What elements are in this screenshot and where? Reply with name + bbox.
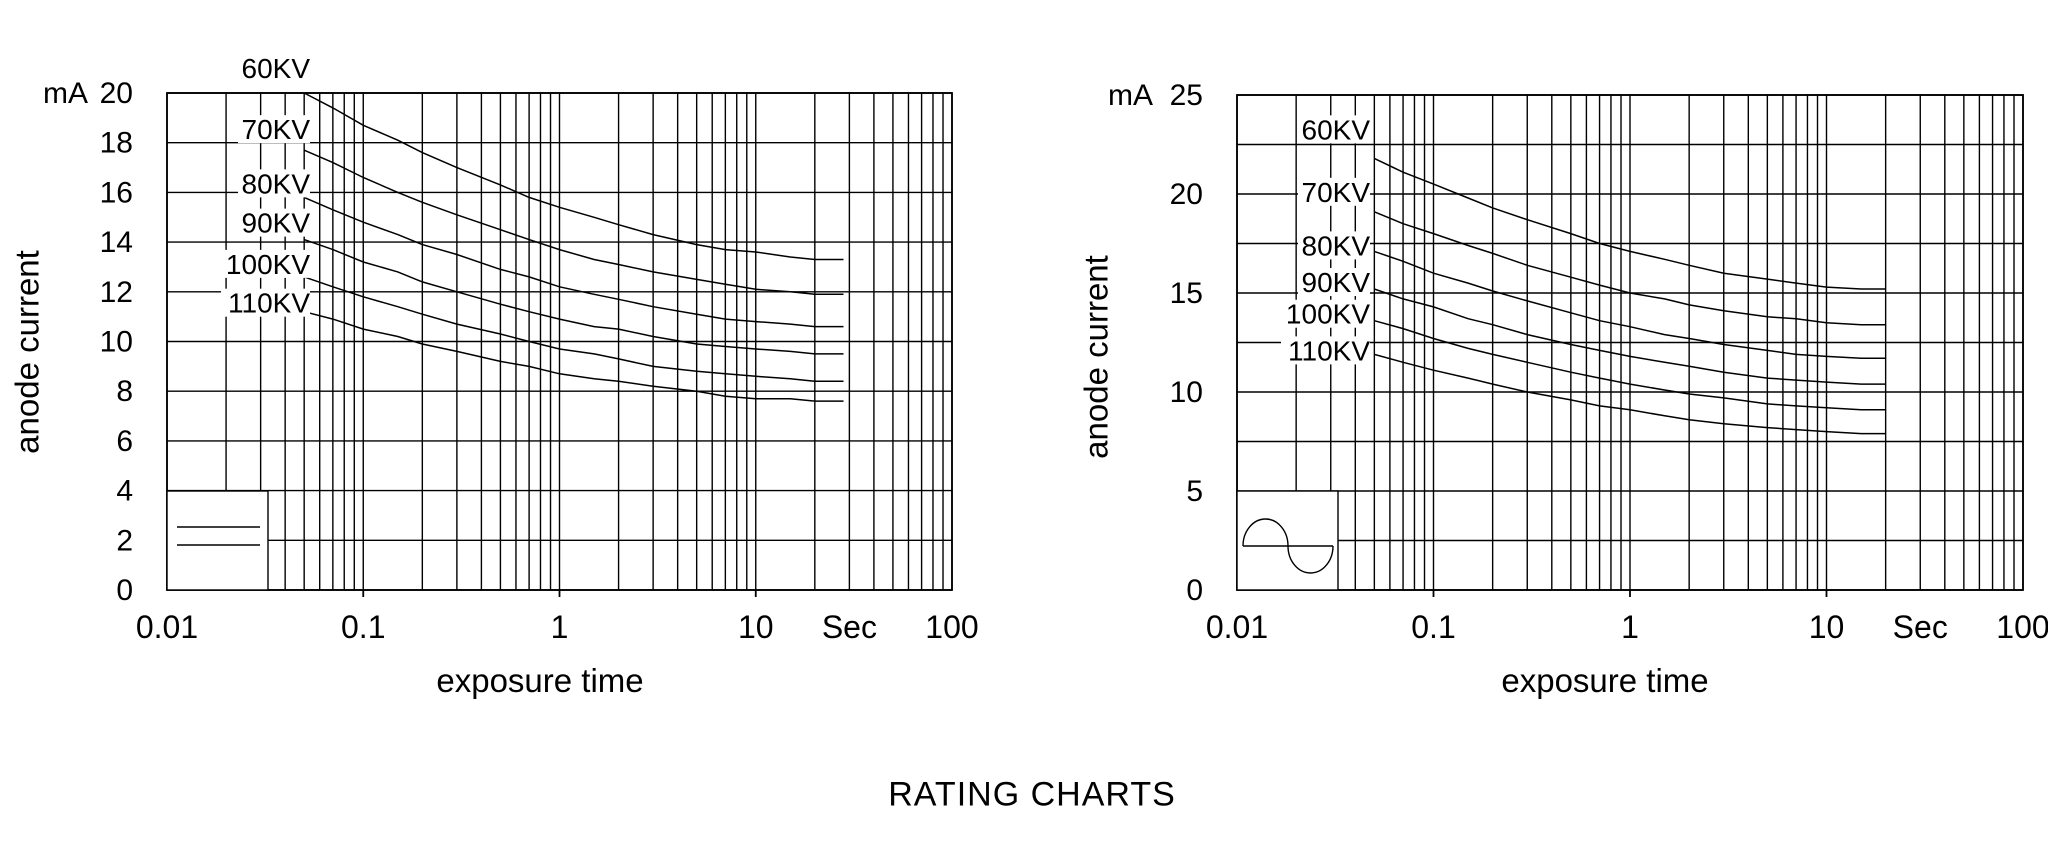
- curve-label-bg: [238, 169, 310, 198]
- y-axis-label: anode current: [9, 250, 46, 454]
- y-tick-label: 10: [100, 326, 133, 359]
- curve-label-bg: [1281, 336, 1370, 365]
- curve-60kv: [303, 92, 844, 261]
- x-tick-label: 100: [1996, 609, 2048, 645]
- curve-100kv: [303, 276, 844, 383]
- x-axis-tick-labels: 0.01 0.1 1 10 100 Sec: [136, 609, 979, 645]
- curve-70kv: [303, 149, 844, 296]
- rating-chart-dc: 60KV 70KV 80KV 90KV 100KV 110KV 0 2 4 6 8 10 12 14 16 1…: [9, 53, 979, 699]
- y-tick-label: 25: [1170, 79, 1203, 112]
- curve-100kv: [1374, 319, 1886, 411]
- x-axis-ticks: [1432, 590, 1828, 597]
- y-tick-label: 20: [100, 77, 133, 110]
- y-unit-label: mA: [43, 77, 88, 110]
- y-tick-label: 20: [1170, 178, 1203, 211]
- y-tick-label: 18: [100, 127, 133, 160]
- y-tick-label: 5: [1186, 475, 1203, 508]
- curve-90kv: [1374, 288, 1886, 385]
- curve-label-80kv: 80KV: [242, 168, 311, 199]
- y-tick-label: 14: [100, 226, 133, 259]
- x-axis-label: exposure time: [1501, 662, 1708, 699]
- curve-label-90kv: 90KV: [242, 208, 311, 239]
- curve-110kv: [1374, 353, 1886, 435]
- curve-110kv: [304, 310, 844, 402]
- x-tick-label: 0.1: [341, 609, 385, 645]
- curve-80kv: [303, 196, 844, 328]
- x-axis-ticks: [362, 590, 757, 597]
- curve-label-bg: [1281, 299, 1370, 328]
- curve-label-70kv: 70KV: [1302, 177, 1371, 208]
- y-tick-label: 0: [116, 574, 133, 607]
- x-unit-label: Sec: [1893, 609, 1948, 645]
- y-tick-label: 6: [116, 425, 133, 458]
- x-tick-label: 1: [1621, 609, 1639, 645]
- x-tick-label: 0.1: [1411, 609, 1455, 645]
- y-tick-label: 0: [1186, 574, 1203, 607]
- y-tick-label: 10: [1170, 376, 1203, 409]
- curve-label-60kv: 60KV: [1302, 114, 1371, 145]
- y-tick-label: 15: [1170, 277, 1203, 310]
- curve-labels: 60KV 70KV 80KV 90KV 100KV 110KV: [221, 53, 310, 319]
- curve-label-bg: [238, 54, 310, 82]
- curve-80kv: [1374, 250, 1886, 360]
- curve-label-70kv: 70KV: [242, 114, 311, 145]
- curve-label-bg: [1298, 268, 1370, 297]
- curve-label-bg: [238, 115, 310, 144]
- x-tick-label: 100: [925, 609, 978, 645]
- constant-potential-dc-icon: [166, 490, 269, 591]
- curve-label-100kv: 100KV: [226, 249, 310, 280]
- x-tick-label: 0.01: [1206, 609, 1268, 645]
- curve-label-bg: [1298, 177, 1370, 206]
- single-phase-ac-sine-icon: [1236, 490, 1339, 591]
- y-tick-label: 2: [116, 524, 133, 557]
- curve-label-60kv: 60KV: [242, 53, 311, 84]
- y-axis-label: anode current: [1078, 255, 1115, 459]
- y-axis-tick-labels: 0 2 4 6 8 10 12 14 16 18 20: [100, 77, 133, 607]
- y-tick-label: 4: [116, 475, 133, 508]
- curve-label-80kv: 80KV: [1302, 230, 1371, 261]
- curve-label-90kv: 90KV: [1302, 267, 1371, 298]
- x-unit-label: Sec: [822, 609, 877, 645]
- y-tick-label: 8: [116, 375, 133, 408]
- curve-90kv: [303, 238, 844, 355]
- x-axis-tick-labels: 0.01 0.1 1 10 100 Sec: [1206, 609, 2048, 645]
- curve-60kv: [1373, 157, 1886, 290]
- curve-label-bg: [221, 288, 310, 317]
- x-tick-label: 0.01: [136, 609, 198, 645]
- curve-label-bg: [1298, 231, 1370, 260]
- y-unit-label: mA: [1108, 79, 1153, 112]
- curve-label-bg: [1298, 115, 1370, 144]
- curve-label-bg: [221, 249, 310, 278]
- y-tick-label: 12: [100, 276, 133, 309]
- x-axis-label: exposure time: [436, 662, 643, 699]
- curve-label-bg: [238, 208, 310, 237]
- x-tick-label: 1: [551, 609, 569, 645]
- x-tick-label: 10: [1809, 609, 1845, 645]
- curves: [303, 92, 844, 402]
- x-tick-label: 10: [738, 609, 774, 645]
- y-axis-tick-labels: 0 5 10 15 20 25: [1170, 79, 1203, 607]
- figure-caption: RATING CHARTS: [888, 775, 1176, 814]
- curve-label-110kv: 110KV: [1288, 335, 1370, 366]
- y-tick-label: 16: [100, 176, 133, 209]
- curve-label-110kv: 110KV: [228, 288, 310, 319]
- curve-70kv: [1374, 211, 1886, 326]
- curves: [1373, 157, 1886, 435]
- curve-label-100kv: 100KV: [1286, 299, 1370, 330]
